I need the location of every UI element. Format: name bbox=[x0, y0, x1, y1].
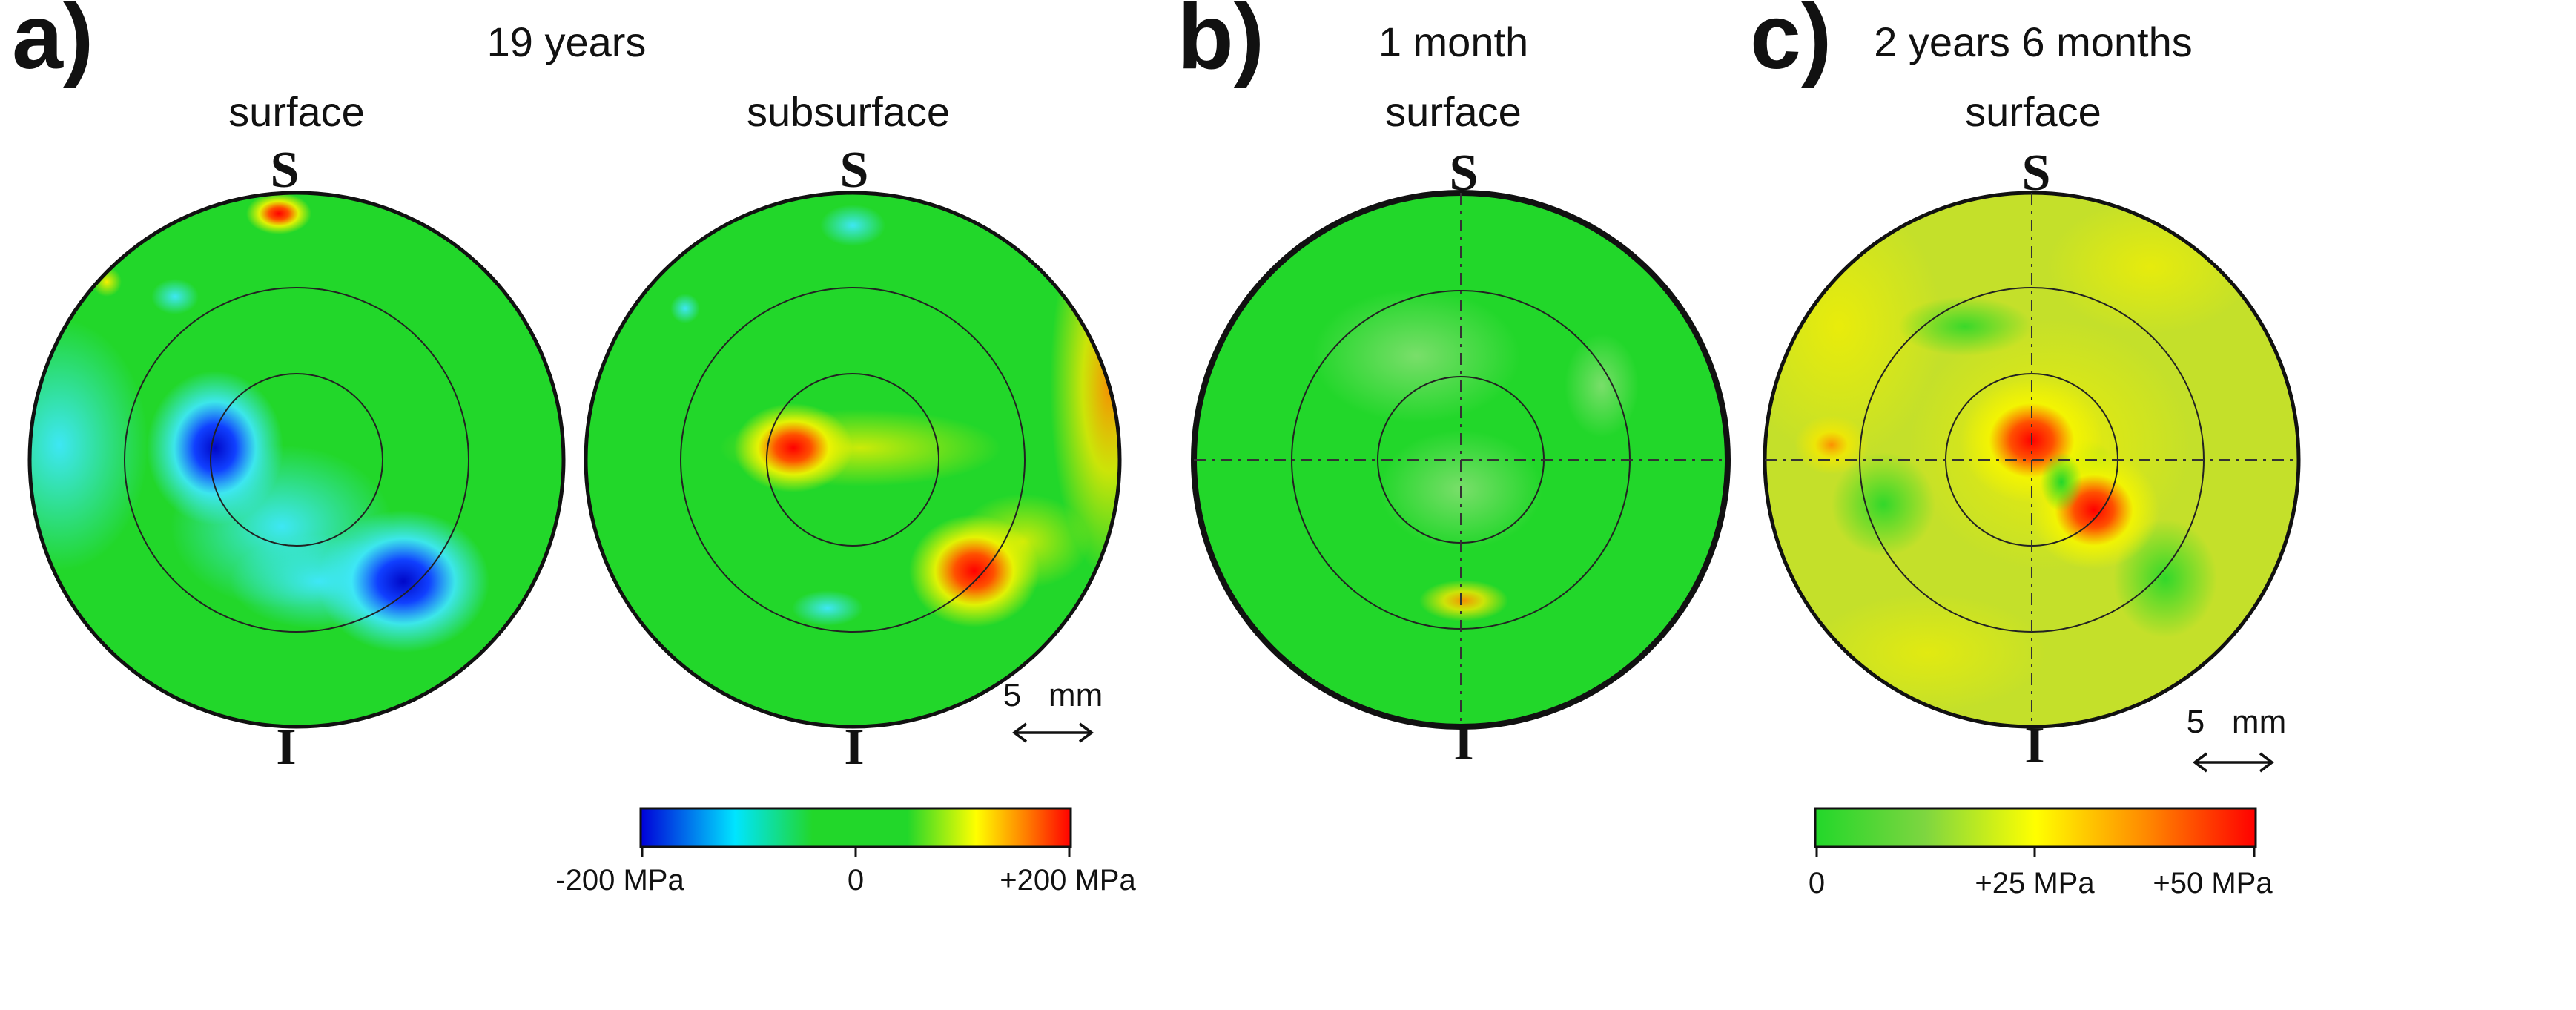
panel-b-letter: b) bbox=[1178, 0, 1264, 88]
colorbar-a-min-label: -200 MPa bbox=[555, 864, 684, 897]
tension-spot bbox=[1419, 580, 1508, 621]
colorbar-a bbox=[639, 807, 1072, 848]
panel-c-letter: c) bbox=[1750, 0, 1832, 88]
green-region bbox=[1832, 452, 1935, 556]
subsurface-label-a: subsurface bbox=[747, 88, 950, 135]
scale-arrow-a bbox=[1012, 722, 1094, 743]
colorbar-c-max-label: +50 MPa bbox=[2153, 867, 2273, 900]
stress-map-a-subsurface bbox=[584, 191, 1122, 729]
inferior-marker-a-subsurface: I bbox=[844, 719, 864, 776]
compression-hotspot bbox=[147, 371, 283, 525]
panel-b-title: 1 month bbox=[1378, 19, 1528, 65]
colorbar-c-mid-label: +25 MPa bbox=[1975, 867, 2095, 900]
cyan-region bbox=[30, 319, 148, 571]
surface-label-b: surface bbox=[1385, 88, 1522, 135]
colorbar-a-ticks bbox=[641, 847, 1071, 857]
scale-arrow-c bbox=[2193, 752, 2274, 773]
panel-a-letter: a) bbox=[12, 0, 93, 88]
cyan-region bbox=[670, 294, 700, 323]
mild-region bbox=[1565, 334, 1639, 438]
mild-region bbox=[1312, 289, 1520, 423]
cyan-region bbox=[792, 590, 863, 626]
zone-ring bbox=[124, 287, 469, 633]
scale-label-a: 5 mm bbox=[1003, 677, 1103, 713]
inferior-marker-c: I bbox=[2024, 717, 2044, 774]
superior-marker-a-subsurface: S bbox=[840, 142, 869, 199]
stress-map-b-surface bbox=[1191, 190, 1731, 730]
superior-marker-a-surface: S bbox=[271, 142, 300, 199]
tension-spot bbox=[246, 193, 311, 234]
colorbar-a-max-label: +200 MPa bbox=[1000, 864, 1136, 897]
inferior-marker-b: I bbox=[1453, 714, 1473, 771]
colorbar-c bbox=[1814, 807, 2257, 848]
inferior-marker-a-surface: I bbox=[276, 719, 296, 776]
stress-map-a-surface bbox=[27, 191, 566, 729]
colorbar-c-ticks bbox=[1815, 847, 2256, 857]
zone-ring bbox=[766, 373, 939, 547]
panel-c-title: 2 years 6 months bbox=[1874, 19, 2193, 65]
scale-label-c: 5 mm bbox=[2187, 704, 2286, 740]
zone-ring bbox=[210, 373, 383, 547]
colorbar-c-min-label: 0 bbox=[1809, 867, 1825, 900]
colorbar-a-mid-label: 0 bbox=[848, 864, 864, 897]
cyan-region bbox=[820, 205, 885, 246]
stress-map-c-surface bbox=[1763, 191, 2301, 729]
tension-hotspot bbox=[909, 515, 1040, 627]
surface-label-c: surface bbox=[1965, 88, 2101, 135]
tension-hotspot bbox=[734, 403, 853, 492]
surface-label-a: surface bbox=[228, 88, 365, 135]
cyan-region bbox=[151, 279, 199, 314]
panel-a-title: 19 years bbox=[487, 19, 647, 65]
zone-ring bbox=[680, 287, 1026, 633]
green-region bbox=[2041, 452, 2082, 512]
yellow-region bbox=[1794, 415, 1869, 475]
